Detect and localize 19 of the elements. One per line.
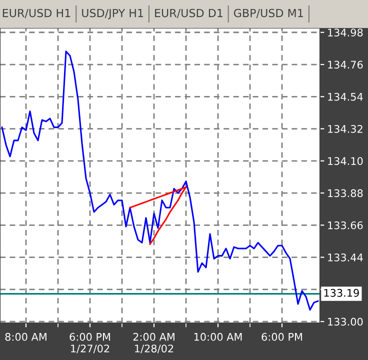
x-tick-label: 10:00 AM (194, 332, 242, 341)
ref-line-label: 133.19 (324, 288, 359, 297)
x-tick-label: 6:00 PM 1/27/02 (70, 332, 110, 354)
text: EUR/USD D1 (155, 8, 222, 18)
y-tick-label: 134.54 (328, 92, 363, 101)
y-tick-label: 133.00 (328, 318, 363, 326)
y-tick-label: 133.44 (328, 254, 363, 262)
x-tick-label: 8:00 AM (5, 332, 46, 341)
y-tick-label: 134.98 (328, 28, 363, 36)
y-tick-label: 134.32 (328, 124, 362, 133)
x-tick-label: 6:00 PM (262, 332, 302, 341)
text: GBP/USD M1 (234, 8, 303, 18)
y-tick-label: 134.76 (328, 60, 363, 69)
y-tick-label: 133.66 (328, 221, 363, 230)
text: USD/JPY H1 (82, 8, 144, 20)
text: EUR/USD H1 (2, 8, 70, 18)
x-tick-label: 2:00 AM 1/28/02 (133, 332, 174, 354)
y-tick-label: 133.88 (328, 189, 363, 198)
y-tick-label: 134.10 (328, 157, 363, 165)
